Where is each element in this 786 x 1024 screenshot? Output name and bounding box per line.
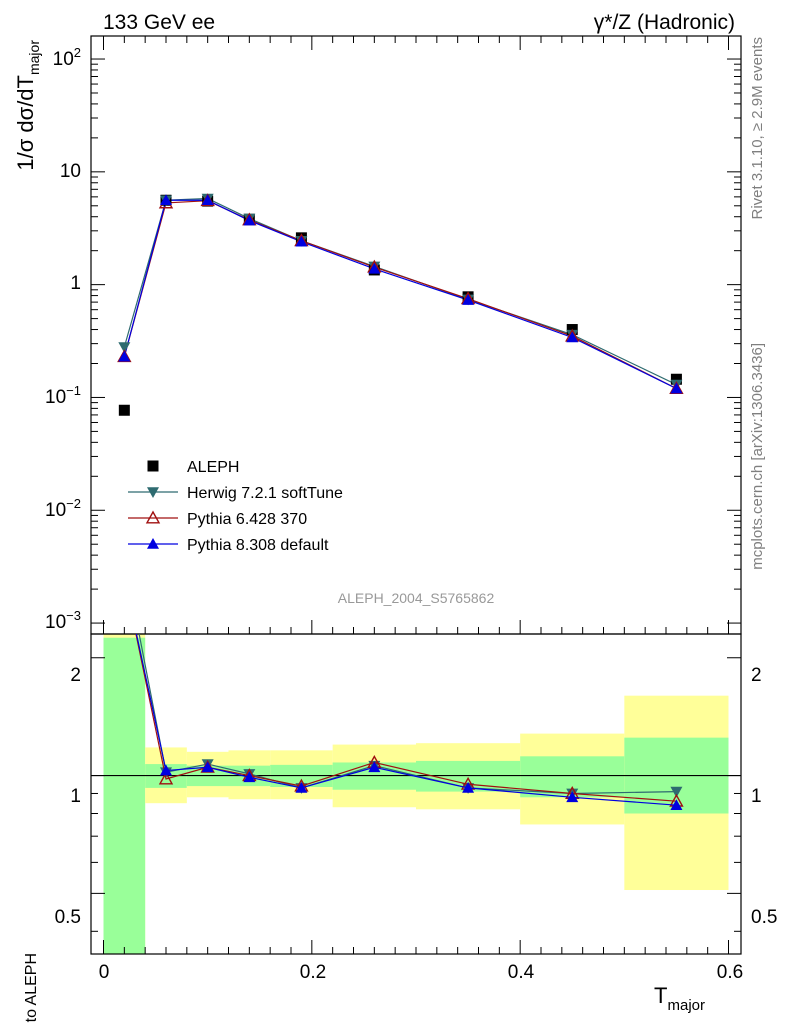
y-tick-label-1e-3: 10−3 <box>45 608 81 633</box>
series-line-0 <box>123 197 677 386</box>
rivet-version-text: Rivet 3.1.10, ≥ 2.9M events <box>749 37 766 220</box>
x-tick-0: 0 <box>99 962 110 983</box>
ratio-tick-1-right: 1 <box>751 786 762 807</box>
axis-ticks <box>91 36 741 954</box>
legend: ALEPH Herwig 7.2.1 softTune Pythia 6.428 3… <box>128 459 343 554</box>
header-right-title: γ*/Z (Hadronic) <box>594 11 735 34</box>
y-tick-label-100: 102 <box>53 45 81 70</box>
ratio-series-2-point-7 <box>566 791 579 803</box>
x-axis-title: Tmajor <box>654 983 705 1014</box>
ratio-series-2-point-3 <box>243 771 256 783</box>
aleph-point-8 <box>670 373 682 385</box>
ratio-series-2-point-1 <box>160 764 172 776</box>
series-2-point-8 <box>670 382 683 394</box>
main-series-markers <box>117 193 684 416</box>
series-2-point-3 <box>243 214 256 226</box>
y-tick-label-1e-1-exponent: −1 <box>66 383 81 398</box>
series-line-2 <box>123 199 677 390</box>
series-2-point-4 <box>295 235 308 247</box>
x-tick-0.4: 0.4 <box>508 962 535 983</box>
legend-marker-3 <box>147 538 159 549</box>
y-tick-label-1e-3-exponent: −3 <box>66 608 81 623</box>
mcplots-reference-text: mcplots.cern.ch [arXiv:1306.3436] <box>749 343 766 570</box>
ratio-tick-1-left: 1 <box>70 786 81 807</box>
ratio-tick-2-right: 2 <box>751 665 762 686</box>
ratio-series-0-point-8 <box>670 786 683 798</box>
legend-label-0: ALEPH <box>187 459 239 476</box>
ratio-tick-2-left: 2 <box>70 665 81 686</box>
y-tick-label-100-exponent: 2 <box>74 45 81 60</box>
ratio-series-2-point-2 <box>201 761 214 773</box>
ratio-series-2-point-5 <box>368 761 381 773</box>
ratio-band-inner-0 <box>103 637 146 954</box>
ratio-series-lines <box>135 633 684 811</box>
series-2-point-6 <box>462 294 475 305</box>
legend-label-2: Pythia 6.428 370 <box>187 511 307 528</box>
series-2-point-5 <box>368 262 381 274</box>
legend-marker-1 <box>147 487 159 498</box>
series-2-point-0 <box>118 350 131 362</box>
y-tick-label-10: 10 <box>60 161 81 182</box>
ratio-tick-0.5-left: 0.5 <box>55 907 81 928</box>
legend-marker-0 <box>147 460 159 472</box>
legend-label-1: Herwig 7.2.1 softTune <box>187 485 343 502</box>
x-tick-0.2: 0.2 <box>300 962 326 983</box>
analysis-watermark: ALEPH_2004_S5765862 <box>338 590 495 606</box>
legend-marker-2 <box>145 510 161 524</box>
legend-label-3: Pythia 8.308 default <box>187 537 329 554</box>
series-2-point-2 <box>201 194 214 206</box>
ratio-series-2-point-6 <box>462 781 475 793</box>
main-y-axis-title-subscript: major <box>26 40 42 75</box>
ratio-series-2-point-4 <box>295 781 308 793</box>
main-y-axis-title: 1/σ dσ/dTmajor <box>13 40 42 171</box>
series-0-point-0 <box>118 342 131 354</box>
series-2-point-1 <box>160 194 172 206</box>
x-tick-0.6: 0.6 <box>717 962 743 983</box>
series-line-1 <box>123 200 677 390</box>
y-tick-label-1e-2: 10−2 <box>45 496 81 521</box>
aleph-point-0 <box>118 404 130 416</box>
ratio-series-2-point-8 <box>670 799 683 811</box>
y-tick-label-1e-1: 10−1 <box>45 383 81 408</box>
header-left-title: 133 GeV ee <box>103 11 215 34</box>
ratio-series-1-point-1 <box>158 771 174 785</box>
y-tick-label-1e-2-exponent: −2 <box>66 496 81 511</box>
x-axis-title-subscript: major <box>667 997 705 1014</box>
ratio-tick-0.5-right: 0.5 <box>751 907 777 928</box>
main-y-tick-labels: 10−3 10−2 10−1 1 10 102 <box>45 45 81 633</box>
y-tick-label-1: 1 <box>70 273 81 294</box>
series-2-point-7 <box>566 331 579 343</box>
ratio-y-axis-title: Ratio to ALEPH <box>23 953 40 1024</box>
main-series-lines <box>123 197 677 390</box>
ratio-y-tick-labels: 0.5 1 2 0.5 1 2 <box>55 665 778 928</box>
x-tick-labels: 0 0.2 0.4 0.6 <box>99 962 744 983</box>
ratio-uncertainty-bands <box>91 634 741 954</box>
